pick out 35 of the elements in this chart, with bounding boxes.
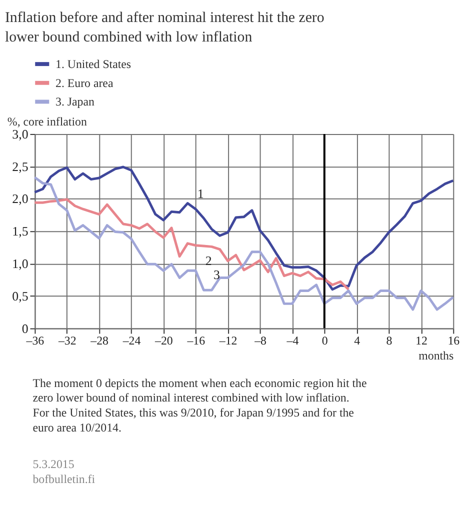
x-tick-label: –12 xyxy=(218,334,238,348)
y-tick-label: 2,5 xyxy=(12,160,28,174)
y-tick-label: 2,0 xyxy=(12,192,28,206)
x-tick-label: –32 xyxy=(57,334,76,348)
x-tick-label: 4 xyxy=(354,334,360,348)
y-tick-label: 0,5 xyxy=(12,289,28,304)
text: bofbulletin.fi xyxy=(32,472,96,486)
x-tick-label: –16 xyxy=(186,334,206,348)
annotation: 3 xyxy=(213,268,220,282)
x-tick-label: –36 xyxy=(25,334,44,348)
x-tick-label: 16 xyxy=(448,334,460,348)
text: 5.3.2015 xyxy=(32,457,74,472)
chart-title: Inflation before and after nominal interest hit the zero lower bound combined with low inflation xyxy=(4,10,324,46)
x-tick-label: –4 xyxy=(286,334,299,348)
line-series xyxy=(33,176,454,311)
line-series xyxy=(33,166,454,291)
x-tick-label: 12 xyxy=(416,334,428,348)
text: The moment 0 depicts the moment when each economic region hit the zero lower bound of nominal interest combined with low inflation. For the United States, this was 9/2010, for Japan 9/1995 and for the euro area 10/2014. xyxy=(32,376,367,434)
legend-label: 1. United States xyxy=(56,57,132,72)
y-tick-label: 0 xyxy=(22,322,28,336)
y-tick-label: 1,0 xyxy=(12,256,28,271)
legend-label: 3. Japan xyxy=(56,94,94,109)
line-series xyxy=(33,198,350,291)
y-tick-label: 1,5 xyxy=(12,224,28,239)
x-tick-label: 8 xyxy=(386,334,392,348)
x-tick-label: –28 xyxy=(90,334,109,348)
x-tick-label: 0 xyxy=(322,334,328,348)
x-axis-title: months xyxy=(418,348,454,363)
legend-label: 2. Euro area xyxy=(56,76,114,90)
y-axis-title: %, core inflation xyxy=(7,114,87,129)
x-tick-label: –20 xyxy=(154,334,173,348)
x-tick-label: –24 xyxy=(122,334,141,348)
x-tick-label: –8 xyxy=(254,334,267,348)
y-tick-label: 3,0 xyxy=(12,127,28,142)
annotation: 1 xyxy=(197,187,204,202)
